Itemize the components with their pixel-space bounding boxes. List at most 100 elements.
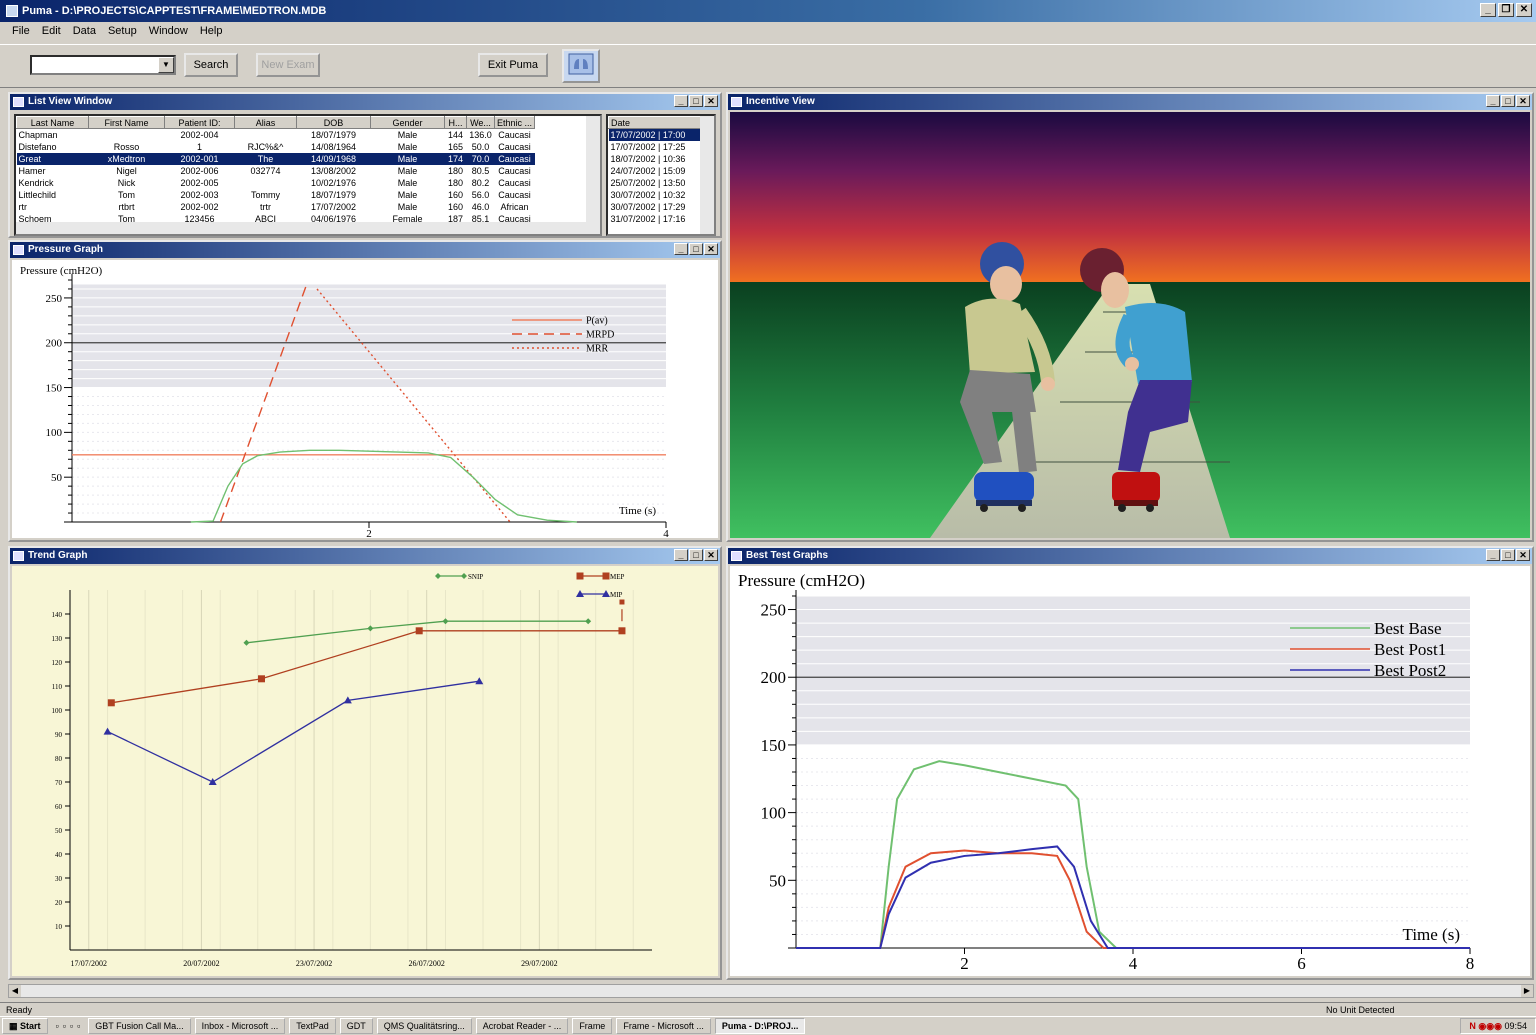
workspace-hscroll[interactable]: ◀ ▶	[8, 984, 1534, 998]
close-icon[interactable]: ✕	[1516, 95, 1530, 107]
taskbar-item[interactable]: GBT Fusion Call Ma...	[88, 1018, 191, 1034]
y-axis-label: Pressure (cmH2O)	[738, 571, 865, 590]
column-header[interactable]: Gender	[370, 116, 445, 129]
exam-date-cell: 30/07/2002 | 17:29	[610, 202, 686, 212]
exam-date-row[interactable]: 30/07/2002 | 17:29	[609, 201, 704, 213]
quick-launch-icons[interactable]: ▫▫▫▫	[55, 1021, 85, 1031]
taskbar-item[interactable]: Puma - D:\PROJ...	[714, 1018, 806, 1034]
column-header[interactable]: Alias	[234, 116, 297, 129]
menu-help[interactable]: Help	[199, 25, 223, 37]
patient-cell: Caucasi	[498, 190, 531, 200]
menu-data[interactable]: Data	[72, 25, 96, 37]
minimize-icon[interactable]: _	[1486, 95, 1500, 107]
taskbar-item[interactable]: Acrobat Reader - ...	[475, 1018, 569, 1034]
column-header[interactable]: First Name	[88, 116, 165, 129]
scroll-right-icon[interactable]: ▶	[1521, 985, 1533, 997]
maximize-icon[interactable]: □	[689, 243, 703, 255]
maximize-icon[interactable]: □	[1501, 549, 1515, 561]
menu-window[interactable]: Window	[148, 25, 188, 37]
taskbar-item[interactable]: Inbox - Microsoft ...	[194, 1018, 286, 1034]
patient-cell: Hamer	[18, 166, 46, 176]
exam-date-row[interactable]: 24/07/2002 | 15:09	[609, 165, 704, 177]
close-button[interactable]: ✕	[1516, 3, 1532, 17]
patient-cell: 13/08/2002	[310, 166, 357, 176]
exam-date-row[interactable]: 25/07/2002 | 13:50	[609, 177, 704, 189]
minimize-icon[interactable]: _	[674, 243, 688, 255]
column-header[interactable]: Patient ID:	[164, 116, 235, 129]
series-line	[316, 288, 511, 523]
data-point	[585, 618, 592, 625]
close-icon[interactable]: ✕	[1516, 549, 1530, 561]
series-line	[796, 760, 1470, 949]
taskbar-item[interactable]: GDT	[339, 1018, 373, 1034]
maximize-icon[interactable]: □	[689, 549, 703, 561]
patient-row[interactable]: Schoem Tom 123456 ABCI 04/06/1976 Female 187 85…	[17, 213, 535, 225]
minimize-icon[interactable]: _	[1486, 549, 1500, 561]
minimize-icon[interactable]: _	[674, 549, 688, 561]
patient-table[interactable]: Last Name First Name Patient ID: Alias DOB Ge…	[14, 114, 602, 236]
minimize-button[interactable]: _	[1480, 3, 1496, 17]
patient-row[interactable]: Distefano Rosso 1 RJC%&^ 14/08/1964 Male 165 50…	[17, 141, 535, 153]
patient-cell: xMedtron	[88, 153, 165, 165]
chevron-down-icon[interactable]: ▼	[158, 57, 174, 73]
patient-combo[interactable]: ▼	[30, 55, 176, 75]
taskbar-item[interactable]: Frame	[572, 1018, 613, 1034]
date-list-scrollbar[interactable]	[700, 116, 714, 234]
best-test-chart: 50 100 150 200 250 2 4 6 8 Pressure (cmH2O) Time (…	[730, 566, 1530, 976]
scroll-left-icon[interactable]: ◀	[9, 985, 21, 997]
minimize-icon[interactable]: _	[674, 95, 688, 107]
new-exam-button[interactable]: New Exam	[256, 53, 320, 77]
exam-date-list[interactable]: Date 17/07/2002 | 17:00 17/07/2002 | 17:2…	[606, 114, 716, 236]
close-icon[interactable]: ✕	[704, 549, 718, 561]
patient-row[interactable]: Chapman 2002-004 18/07/1979 Male 144 136.0 Cau…	[17, 129, 535, 142]
patient-row[interactable]: Littlechild Tom 2002-003 Tommy 18/07/1979 Mal…	[17, 189, 535, 201]
column-header[interactable]: Ethnic ...	[493, 116, 536, 129]
column-header[interactable]: Last Name	[16, 116, 89, 129]
date-column-header[interactable]: Date	[608, 116, 704, 129]
column-header[interactable]: We...	[466, 116, 495, 129]
status-bar: Ready No Unit Detected	[0, 1002, 1536, 1016]
menu-setup[interactable]: Setup	[107, 25, 137, 37]
patient-cell: Tommy	[251, 190, 280, 200]
windows-logo-icon: ▦	[9, 1021, 21, 1031]
list-view-title: List View Window	[28, 96, 113, 107]
data-point	[602, 590, 610, 597]
maximize-icon[interactable]: □	[1501, 95, 1515, 107]
patient-cell: 2002-001	[164, 153, 235, 165]
maximize-icon[interactable]: □	[689, 95, 703, 107]
patient-cell: 123456	[184, 214, 215, 224]
taskbar-item[interactable]: Frame - Microsoft ...	[616, 1018, 711, 1034]
column-header[interactable]: DOB	[296, 116, 371, 129]
data-point	[602, 572, 610, 580]
menu-edit[interactable]: Edit	[41, 25, 61, 37]
y-tick-label: 140	[52, 611, 63, 619]
search-button[interactable]: Search	[184, 53, 238, 77]
patient-cell: 2002-002	[180, 202, 219, 212]
patient-cell: Caucasi	[498, 130, 531, 140]
restore-button[interactable]: ❐	[1498, 3, 1514, 17]
taskbar-item[interactable]: TextPad	[289, 1018, 336, 1034]
exam-date-row[interactable]: 17/07/2002 | 17:00	[608, 128, 704, 141]
close-icon[interactable]: ✕	[704, 95, 718, 107]
exam-date-row[interactable]: 30/07/2002 | 10:32	[609, 189, 704, 201]
start-button[interactable]: ▦ Start	[2, 1018, 48, 1034]
exit-puma-button[interactable]: Exit Puma	[478, 53, 548, 77]
patient-row[interactable]: Hamer Nigel 2002-006 032774 13/08/2002 Male 18…	[17, 165, 535, 177]
exam-date-row[interactable]: 31/07/2002 | 17:16	[609, 213, 704, 225]
patient-table-hscroll[interactable]	[16, 222, 600, 234]
close-icon[interactable]: ✕	[704, 243, 718, 255]
data-point	[415, 627, 423, 635]
patient-row[interactable]: Kendrick Nick 2002-005 10/02/1976 Male 180 80.…	[17, 177, 535, 189]
patient-cell: Male	[370, 153, 445, 165]
settings-button[interactable]	[562, 49, 600, 83]
menu-file[interactable]: File	[12, 25, 30, 37]
patient-row[interactable]: rtr rtbrt 2002-002 trtr 17/07/2002 Male 160 46.…	[17, 201, 535, 213]
patient-row[interactable]: Great xMedtron 2002-001 The 14/09/1968 Male 17…	[16, 153, 535, 165]
tray-icons[interactable]: N ◉◉◉	[1469, 1021, 1505, 1031]
y-tick-label: 100	[46, 427, 63, 439]
column-header[interactable]: H...	[444, 116, 467, 129]
patient-table-scrollbar[interactable]	[586, 116, 600, 234]
exam-date-row[interactable]: 17/07/2002 | 17:25	[609, 141, 704, 153]
exam-date-row[interactable]: 18/07/2002 | 10:36	[609, 153, 704, 165]
taskbar-item[interactable]: QMS Qualitätsring...	[376, 1018, 472, 1034]
